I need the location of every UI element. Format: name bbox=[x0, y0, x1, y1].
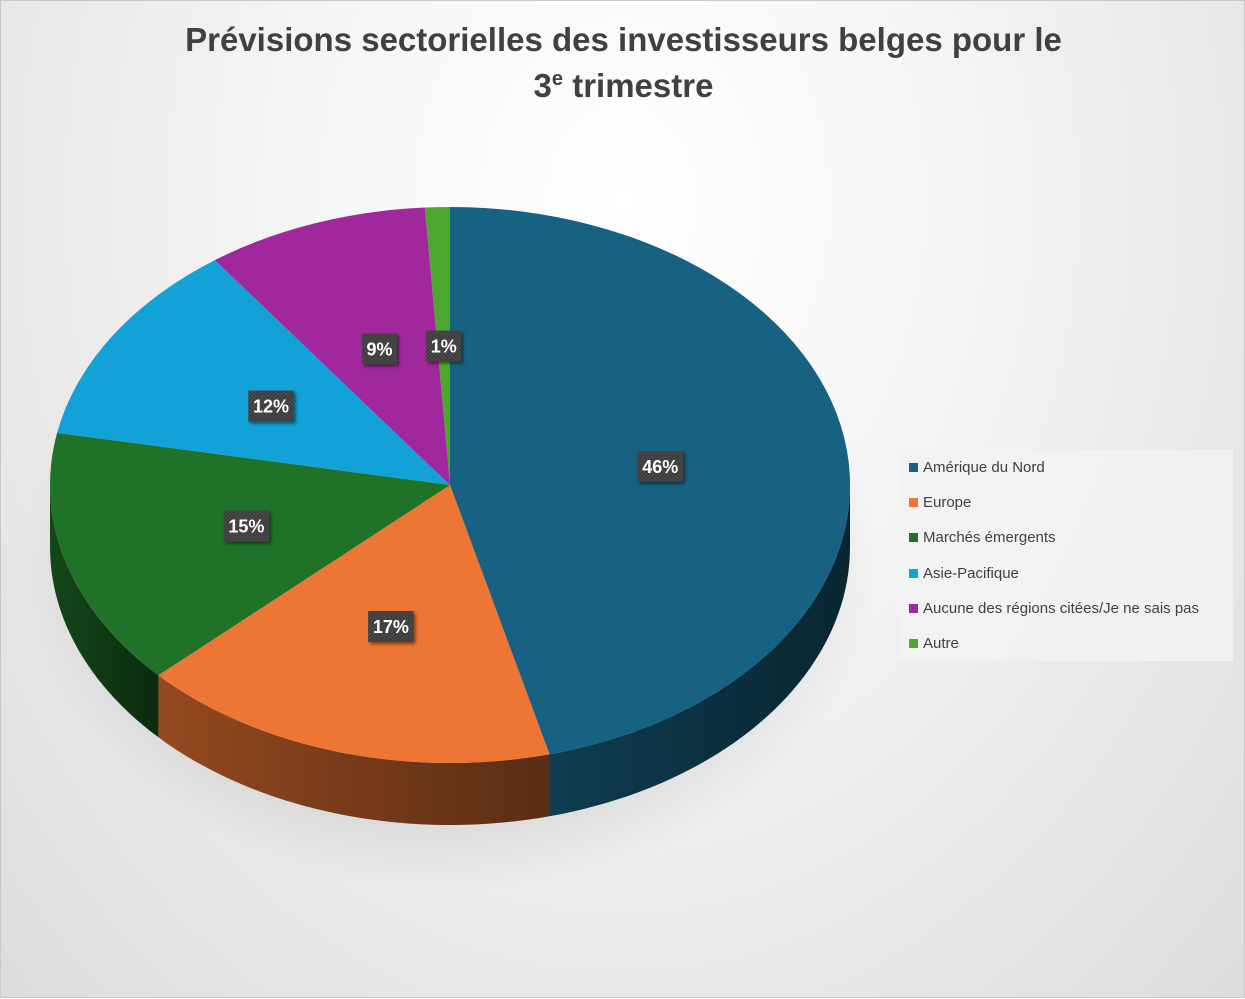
legend-swatch bbox=[909, 603, 918, 613]
chart-title-line-1: Prévisions sectorielles des investisseur… bbox=[185, 21, 1062, 58]
legend-label: Asie-Pacifique bbox=[923, 564, 1019, 582]
legend-swatch bbox=[909, 568, 918, 578]
legend-swatch bbox=[909, 639, 918, 649]
data-label-asie-pacifique: 12% bbox=[248, 390, 294, 422]
data-label-box bbox=[368, 611, 414, 642]
legend-swatch bbox=[909, 463, 918, 473]
pie-sides bbox=[50, 485, 850, 825]
pie-slice-asie-pacifique bbox=[57, 260, 451, 485]
data-label-text: 46% bbox=[642, 457, 678, 477]
legend-item-marches-emergents: Marchés émergents bbox=[909, 520, 1233, 555]
legend-item-amerique-du-nord: Amérique du Nord bbox=[909, 450, 1233, 485]
legend-label: Europe bbox=[923, 494, 972, 512]
data-label-box bbox=[248, 390, 294, 422]
legend-item-europe: Europe bbox=[909, 485, 1233, 520]
chart-title-number: 3 bbox=[533, 67, 552, 104]
legend-item-aucune-des-regions-citees-je-ne-sais-pas: Aucune des régions citées/Je ne sais pas bbox=[909, 591, 1233, 626]
legend-swatch bbox=[909, 533, 918, 543]
data-label-text: 12% bbox=[253, 397, 289, 417]
pie-side-europe bbox=[158, 675, 550, 825]
pie-slice-marches-emergents bbox=[50, 432, 451, 676]
pie-side-amerique-du-nord bbox=[549, 485, 850, 817]
pie-slice-aucune-des-regions-citees-je-ne-sais-pas bbox=[214, 207, 450, 486]
pie-slice-europe bbox=[158, 485, 550, 764]
legend-label: Autre bbox=[923, 635, 959, 653]
pie-side-marches-emergents bbox=[50, 485, 159, 738]
data-label-europe: 17% bbox=[368, 611, 414, 642]
legend-item-autre: Autre bbox=[909, 626, 1233, 661]
data-label-box bbox=[637, 451, 684, 482]
legend-item-asie-pacifique: Asie-Pacifique bbox=[909, 556, 1233, 591]
chart-title-line-2: 3e trimestre bbox=[1, 63, 1245, 109]
legend-label: Marchés émergents bbox=[923, 529, 1056, 547]
data-label-aucune-des-regions-citees-je-ne-sais-pas: 9% bbox=[362, 333, 397, 365]
data-label-autre: 1% bbox=[426, 330, 462, 362]
legend: Amérique du Nord Europe Marchés émergents A… bbox=[899, 450, 1233, 661]
legend-label: Amérique du Nord bbox=[923, 459, 1045, 477]
pie-slices bbox=[50, 207, 851, 764]
data-label-box bbox=[426, 330, 462, 362]
data-label-marches-emergents: 15% bbox=[223, 510, 270, 542]
data-label-box bbox=[362, 333, 397, 365]
data-label-amerique-du-nord: 46% bbox=[637, 451, 684, 482]
data-label-text: 9% bbox=[366, 340, 392, 360]
data-label-text: 1% bbox=[431, 337, 457, 357]
legend-label: Aucune des régions citées/Je ne sais pas bbox=[923, 599, 1199, 617]
chart-title-superscript: e bbox=[551, 68, 564, 90]
data-label-text: 15% bbox=[228, 517, 264, 537]
legend-swatch bbox=[909, 498, 918, 508]
data-label-box bbox=[223, 510, 270, 542]
chart-title: Prévisions sectorielles des investisseur… bbox=[1, 17, 1245, 109]
chart-title-rest: trimestre bbox=[563, 67, 714, 104]
pie-data-labels: 46% 17% 15% 12% 9% 1% bbox=[223, 330, 684, 642]
data-label-text: 17% bbox=[373, 617, 409, 637]
